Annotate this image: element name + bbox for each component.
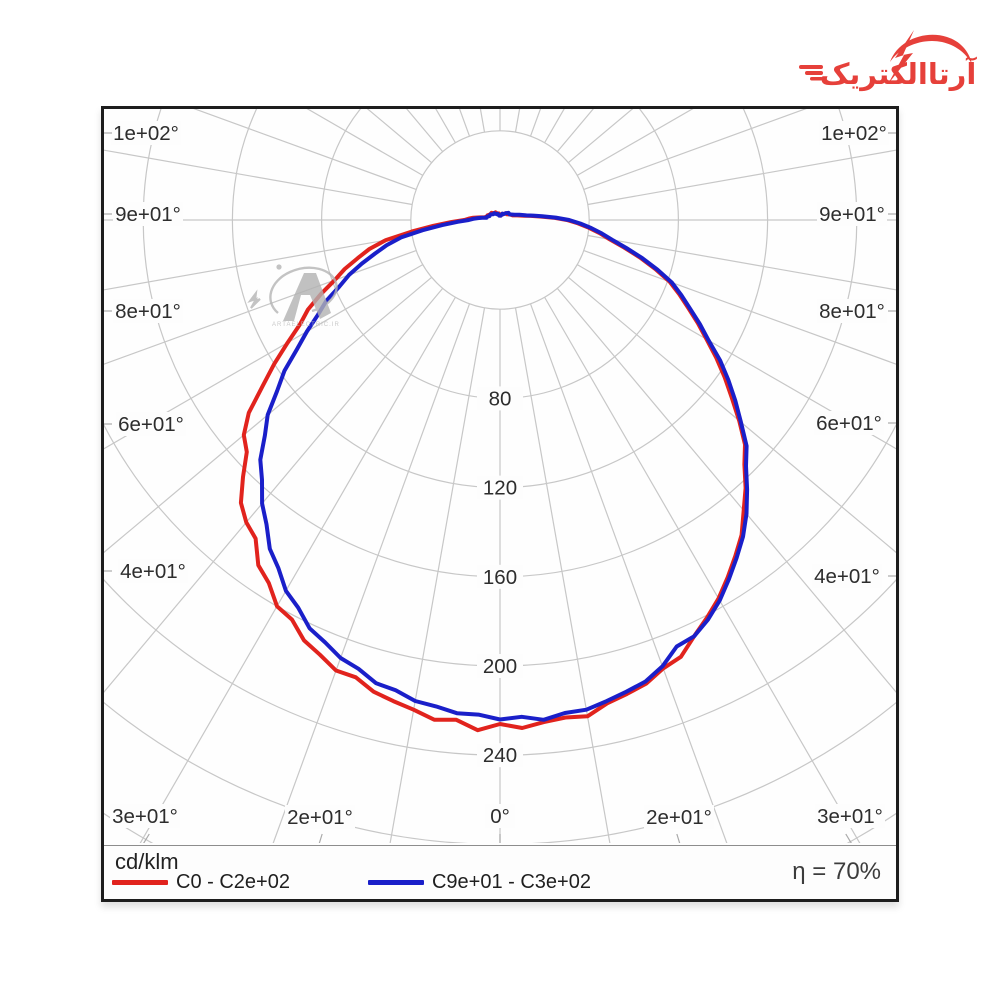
axis-label-mask — [477, 743, 523, 768]
axis-tick-label: 1e+02° — [113, 122, 179, 145]
grid-spoke — [104, 287, 444, 693]
axis-tick-label: 3e+01° — [817, 805, 883, 828]
axis-label-mask — [118, 559, 188, 583]
axis-tick-label: 4e+01° — [814, 565, 880, 588]
axis-tick-label: 120 — [483, 477, 517, 500]
frame-tick — [676, 833, 681, 843]
axis-label-mask — [477, 386, 523, 411]
watermark-logo: ARTAELECTRIC.IR — [247, 264, 340, 328]
axis-tick-label: 8e+01° — [819, 300, 885, 323]
axis-tick-label: 200 — [483, 655, 517, 678]
grid-spoke — [567, 276, 896, 554]
axis-tick-label: 1e+02° — [821, 122, 887, 145]
grid-spoke — [587, 149, 896, 206]
watermark-dot-icon — [276, 264, 282, 270]
frame-tick — [845, 833, 852, 843]
axis-tick-label: 9e+01° — [115, 203, 181, 226]
axis-label-mask — [285, 805, 355, 829]
grid-spoke — [583, 109, 807, 191]
grid-spoke — [104, 149, 413, 206]
axis-tick-label: 80 — [489, 387, 512, 410]
grid-spoke — [104, 276, 433, 554]
polar-chart: 80 120 160 200 240 1e+02° 9e+01° 8e+01° 6e+01° 4e… — [104, 109, 896, 843]
grid-spoke — [544, 296, 861, 843]
grid-spoke — [389, 307, 486, 843]
axis-label-mask — [817, 299, 887, 323]
axis-label-mask — [644, 805, 714, 829]
axis-tick-label: 3e+01° — [112, 805, 178, 828]
axis-label-mask — [110, 804, 180, 828]
axis-label-mask — [814, 411, 884, 435]
grid-spoke — [514, 307, 611, 843]
grid-spoke — [104, 234, 413, 291]
axis-tick-label: 8e+01° — [115, 300, 181, 323]
axis-tick-label: 0° — [490, 805, 510, 828]
axis-label-mask — [817, 202, 887, 226]
watermark-a-icon — [283, 273, 331, 321]
grid-spoke — [193, 109, 417, 191]
axis-tick-label: 4e+01° — [120, 560, 186, 583]
efficiency-label: η = 70% — [792, 858, 881, 885]
grid-spoke — [272, 303, 471, 843]
axis-label-mask — [477, 564, 523, 589]
brand-speedlines-icon — [799, 65, 823, 81]
grid-spoke — [104, 249, 417, 365]
series-red-swatch — [112, 880, 168, 885]
chart-frame: 80 120 160 200 240 1e+02° 9e+01° 8e+01° 6e+01° 4e… — [101, 106, 899, 902]
brand-logo: آرتاالکتریک — [799, 30, 978, 91]
axis-label-mask — [485, 804, 515, 828]
grid-spoke — [583, 249, 896, 365]
axis-tick-label: 2e+01° — [287, 806, 353, 829]
grid-spoke — [576, 264, 896, 450]
axis-label-mask — [116, 412, 186, 436]
legend-strip: cd/klm C0 - C2e+02 C9e+01 - C3e+02 η = 7… — [104, 845, 896, 899]
legend-row: C0 - C2e+02 C9e+01 - C3e+02 — [112, 871, 591, 894]
brand-swoosh-icon — [890, 34, 972, 64]
axis-tick-label: 6e+01° — [118, 413, 184, 436]
axis-label-mask — [477, 654, 523, 678]
axis-tick-label: 2e+01° — [646, 806, 712, 829]
watermark-text: ARTAELECTRIC.IR — [272, 322, 340, 328]
series-blue-label: C9e+01 - C3e+02 — [431, 871, 591, 893]
axis-label-mask — [111, 121, 181, 145]
axis-tick-label: 160 — [483, 566, 517, 589]
axis-label-mask — [815, 804, 885, 828]
axis-label-mask — [812, 564, 882, 588]
axis-tick-label: 9e+01° — [819, 203, 885, 226]
series-curve-blue — [258, 210, 750, 722]
axis-label-mask — [113, 202, 183, 226]
unit-label: cd/klm — [115, 849, 179, 874]
watermark-lightning-icon — [247, 289, 261, 309]
axis-label-mask — [477, 475, 523, 500]
grid-spoke — [556, 287, 896, 693]
frame-tick — [318, 833, 323, 843]
grid-spoke — [587, 234, 896, 291]
brand-lightning-icon — [888, 30, 914, 84]
axis-tick-label: 240 — [483, 744, 517, 767]
brand-text: آرتاالکتریک — [820, 56, 978, 91]
frame-tick — [143, 833, 150, 843]
series-blue-swatch — [367, 880, 424, 885]
axis-label-mask — [819, 121, 889, 145]
series-red-label: C0 - C2e+02 — [176, 871, 290, 893]
axis-tick-label: 6e+01° — [816, 412, 882, 435]
grid-spoke — [529, 303, 728, 843]
grid-spoke — [139, 296, 456, 843]
axis-label-mask — [113, 299, 183, 323]
watermark-orbit-icon — [269, 266, 338, 314]
